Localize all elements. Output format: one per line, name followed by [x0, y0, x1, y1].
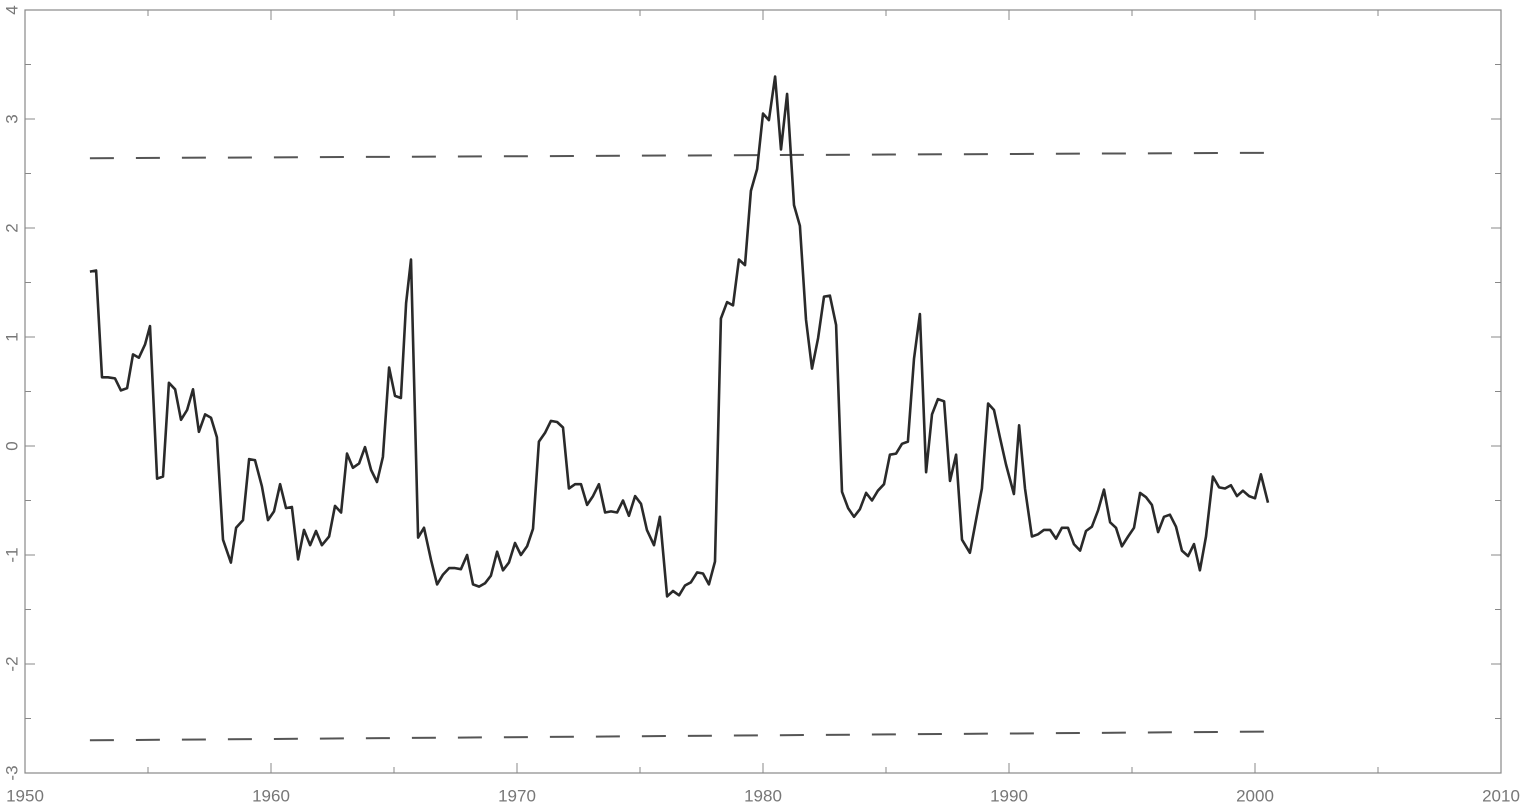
y-tick-label: -1	[2, 547, 21, 562]
x-tick-label: 2000	[1236, 786, 1274, 805]
y-tick-label: 4	[2, 5, 21, 14]
reference-line	[89, 730, 1269, 742]
y-tick-label: 0	[2, 441, 21, 450]
x-tick-label: 1980	[744, 786, 782, 805]
y-tick-label: -2	[2, 656, 21, 671]
y-tick-label: -3	[2, 765, 21, 780]
x-tick-label: 1970	[498, 786, 536, 805]
y-tick-label: 2	[2, 223, 21, 232]
x-tick-label: 2010	[1482, 786, 1520, 805]
data-line	[89, 75, 1270, 598]
x-tick-label: 1990	[990, 786, 1028, 805]
reference-line	[89, 151, 1269, 160]
y-tick-label: 3	[2, 114, 21, 123]
x-tick-label: 1960	[252, 786, 290, 805]
x-tick-label: 1950	[6, 786, 44, 805]
y-tick-label: 1	[2, 332, 21, 341]
